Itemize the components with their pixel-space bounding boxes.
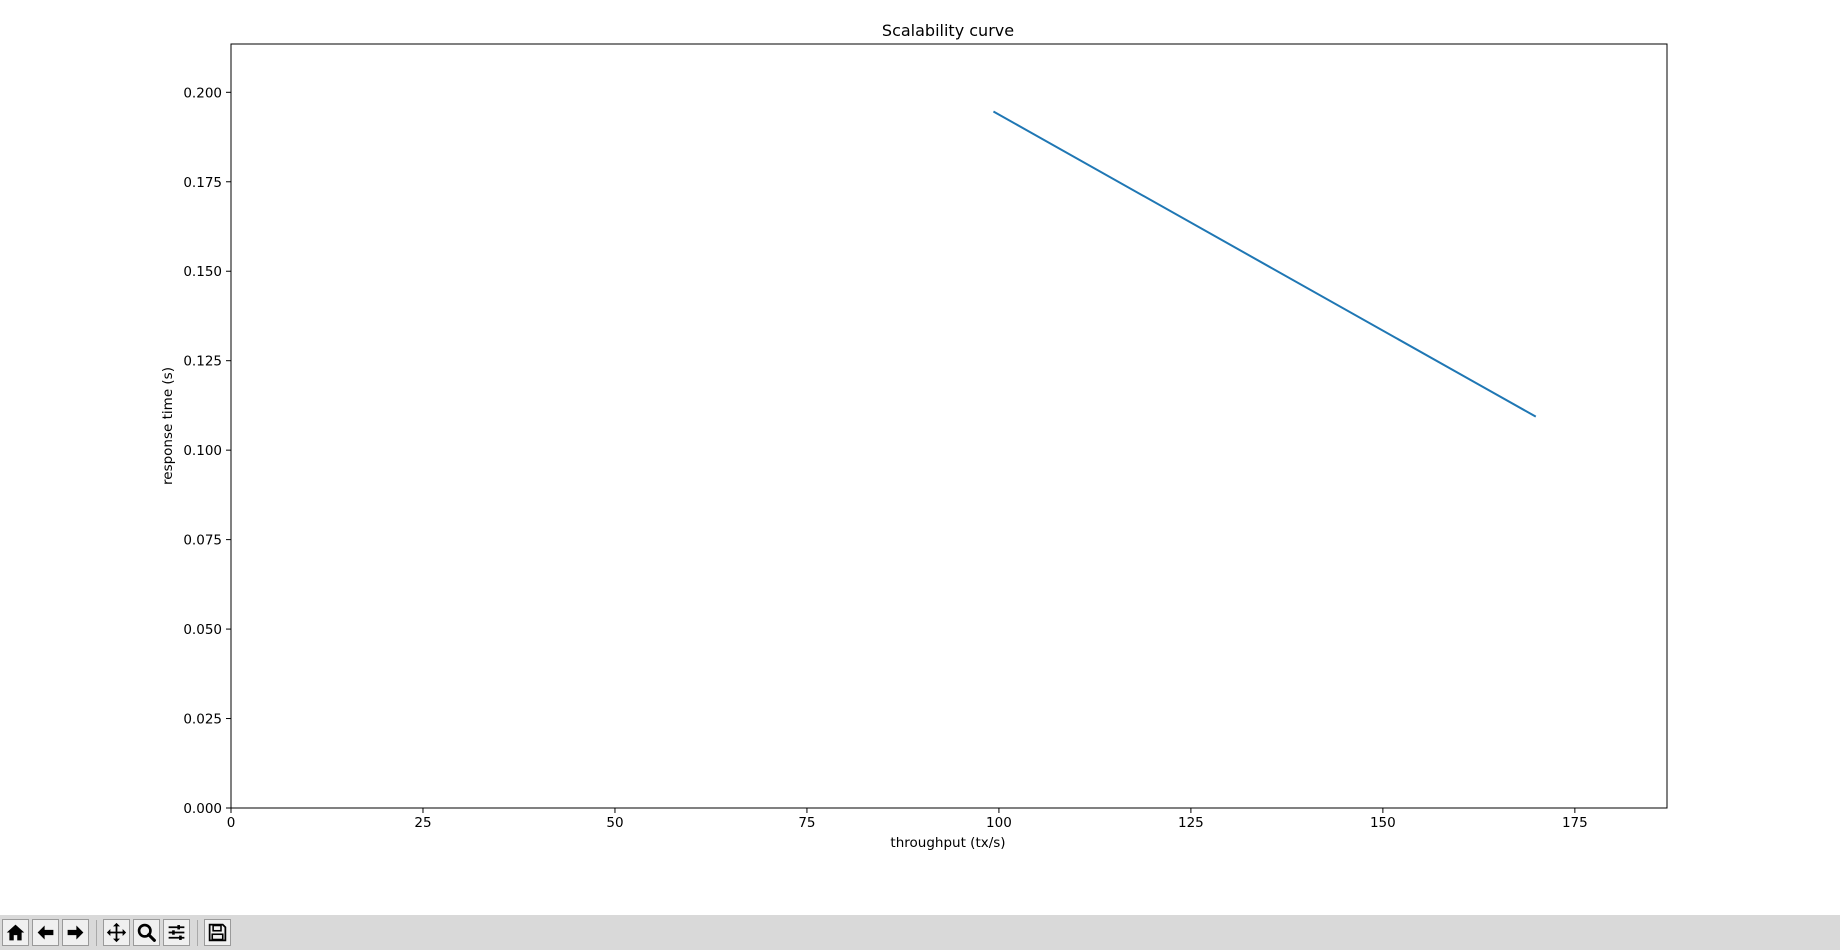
- move-icon: [106, 922, 127, 943]
- configure-subplots-button[interactable]: [163, 919, 190, 946]
- x-axis-label: throughput (tx/s): [890, 835, 1005, 851]
- y-tick-label: 0.075: [183, 533, 222, 549]
- floppy-disk-icon: [208, 923, 227, 942]
- home-button[interactable]: [2, 919, 29, 946]
- x-tick-label: 150: [1370, 815, 1396, 831]
- home-icon: [6, 924, 25, 941]
- magnifier-icon: [137, 923, 156, 942]
- pan-button[interactable]: [103, 919, 130, 946]
- plot-area: [992, 110, 1537, 418]
- chart-title: Scalability curve: [882, 21, 1014, 40]
- y-tick-label: 0.200: [183, 85, 222, 101]
- y-tick-label: 0.175: [183, 175, 222, 191]
- x-tick-label: 175: [1562, 815, 1588, 831]
- forward-button[interactable]: [62, 919, 89, 946]
- arrow-left-icon: [37, 925, 54, 940]
- figure-canvas[interactable]: Scalability curve 0 25 50 75 100 125 150 175 0.…: [0, 0, 1840, 915]
- y-axis-label: response time (s): [160, 367, 176, 485]
- navigation-toolbar: [0, 915, 1840, 950]
- x-tick-label: 50: [606, 815, 623, 831]
- chart: Scalability curve 0 25 50 75 100 125 150 175 0.…: [160, 21, 1668, 851]
- toolbar-separator: [96, 919, 97, 946]
- zoom-button[interactable]: [133, 919, 160, 946]
- x-axis: 0 25 50 75 100 125 150 175: [227, 808, 1588, 831]
- x-tick-label: 100: [986, 815, 1012, 831]
- x-tick-label: 75: [798, 815, 815, 831]
- y-tick-label: 0.025: [183, 712, 222, 728]
- series-line-0: [992, 110, 1537, 418]
- y-tick-label: 0.125: [183, 354, 222, 370]
- x-tick-label: 25: [414, 815, 431, 831]
- y-tick-label: 0.050: [183, 622, 222, 638]
- x-tick-label: 0: [227, 815, 236, 831]
- axes-frame: [230, 43, 1668, 809]
- toolbar-separator: [197, 919, 198, 946]
- y-tick-label: 0.000: [183, 801, 222, 817]
- sliders-icon: [168, 925, 185, 940]
- x-tick-label: 125: [1178, 815, 1204, 831]
- y-tick-label: 0.100: [183, 443, 222, 459]
- back-button[interactable]: [32, 919, 59, 946]
- y-tick-label: 0.150: [183, 264, 222, 280]
- save-button[interactable]: [204, 919, 231, 946]
- arrow-right-icon: [67, 925, 84, 940]
- y-axis: 0.000 0.025 0.050 0.075 0.100 0.125 0.150 0.175…: [183, 85, 231, 817]
